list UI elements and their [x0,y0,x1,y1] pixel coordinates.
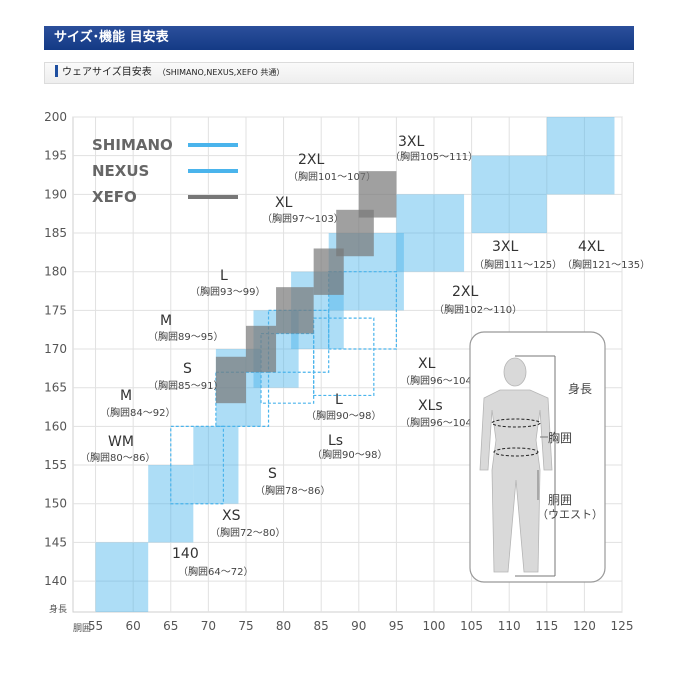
page-header: サイズ･機能 目安表 [44,26,634,50]
x-tick-label: 90 [351,619,366,633]
chest-range-label: （胸囲72～80） [210,526,285,539]
y-tick-label: 200 [44,110,67,124]
size-box-xefo-s [215,356,246,404]
y-tick-label: 155 [44,458,67,472]
legend-label: NEXUS [92,162,149,180]
x-tick-label: 85 [314,619,329,633]
size-box-nexus-xl [328,271,397,350]
x-tick-label: 105 [460,619,483,633]
size-label: XS [222,508,241,524]
x-tick-label: 120 [573,619,596,633]
size-label: M [160,313,172,329]
size-label: 3XL [492,239,518,255]
x-tick-label: 115 [535,619,558,633]
chest-range-label: （胸囲105～111） [390,150,478,163]
chest-range-label: （胸囲111～125） [474,258,562,271]
figure-head [503,357,527,387]
human-figure-icon [479,357,553,573]
chest-range-label: （胸囲96～104） [400,416,482,429]
section-title: ウェアサイズ目安表 [62,67,152,78]
size-label: 3XL [398,134,424,150]
size-box-shimano-s [193,426,239,504]
size-label: S [268,466,277,482]
size-box-nexus-wm [170,425,225,505]
size-box-xefo-l [276,287,314,334]
y-tick-label: 190 [44,187,67,201]
size-box-shimano-2xl [396,194,465,272]
size-label: 140 [172,546,199,562]
body-chest-label: 胸囲 [548,430,572,445]
legend-label: XEFO [92,188,137,206]
body-height-label: 身長 [568,381,592,396]
size-label: XL [418,356,436,372]
chest-range-label: （胸囲90～98） [312,448,387,461]
y-tick-label: 195 [44,149,67,163]
x-tick-label: 125 [611,619,634,633]
y-tick-label: 160 [44,419,67,433]
chest-range-label: （胸囲90～98） [306,409,381,422]
chest-range-label: （胸囲78～86） [255,484,330,497]
x-tick-label: 75 [238,619,253,633]
y-tick-label: 165 [44,381,67,395]
x-tick-label: 100 [423,619,446,633]
y-axis-label: 身長 [49,603,67,615]
section-subtitle: （SHIMANO,NEXUS,XEFO 共通） [157,68,285,77]
size-label: XLs [418,398,443,414]
x-tick-label: 80 [276,619,291,633]
header-title: サイズ･機能 目安表 [54,30,169,45]
chest-range-label: （胸囲97～103） [262,212,344,225]
figure-body [479,389,553,573]
size-label: S [183,361,192,377]
size-box-shimano-3xl [471,155,547,234]
y-tick-label: 185 [44,226,67,240]
x-tick-label: 110 [498,619,521,633]
waist-measure [493,447,539,457]
y-tick-label: 150 [44,497,67,511]
y-tick-label: 145 [44,535,67,549]
size-label: L [335,392,343,408]
x-tick-label: 65 [163,619,178,633]
size-box-xefo-m [245,325,277,373]
chest-range-label: （胸囲85～91） [148,379,223,392]
size-label: Ls [328,433,343,449]
y-tick-label: 175 [44,303,67,317]
x-tick-label: 55 [88,619,103,633]
size-box-xefo-3xl [358,171,397,218]
size-box-nexus-xls [313,317,375,397]
chest-range-label: （胸囲96～104） [400,374,482,387]
size-label: 2XL [452,284,478,300]
size-label: 4XL [578,239,604,255]
section-marker [55,65,58,77]
body-waist-label: 胴囲 [548,493,572,507]
y-tick-label: 140 [44,574,67,588]
x-tick-label: 95 [389,619,404,633]
legend-label: SHIMANO [92,136,173,154]
size-label: 2XL [298,152,324,168]
y-tick-label: 170 [44,342,67,356]
chest-range-label: （胸囲84～92） [100,406,175,419]
y-tick-label: 180 [44,265,67,279]
chest-range-label: （胸囲101～107） [288,170,376,183]
size-label: XL [275,195,293,211]
x-tick-label: 70 [201,619,216,633]
size-label: M [120,388,132,404]
body-waist-note: （ウエスト） [537,508,603,521]
chest-range-label: （胸囲102～110） [434,303,522,316]
chest-measure [491,418,541,428]
chest-range-label: （胸囲80～86） [80,451,155,464]
size-label: L [220,268,228,284]
x-axis-label: 胴囲 [73,623,91,634]
chest-range-label: （胸囲93～99） [190,285,265,298]
chest-range-label: （胸囲64～72） [178,565,253,578]
size-box-shimano-4xl [546,117,615,195]
chest-range-label: （胸囲121～135） [562,258,650,271]
size-label: WM [108,434,134,450]
section-heading: ウェアサイズ目安表 （SHIMANO,NEXUS,XEFO 共通） [44,62,634,84]
chest-range-label: （胸囲89～95） [148,330,223,343]
size-box-shimano-140 [95,542,149,612]
x-tick-label: 60 [126,619,141,633]
